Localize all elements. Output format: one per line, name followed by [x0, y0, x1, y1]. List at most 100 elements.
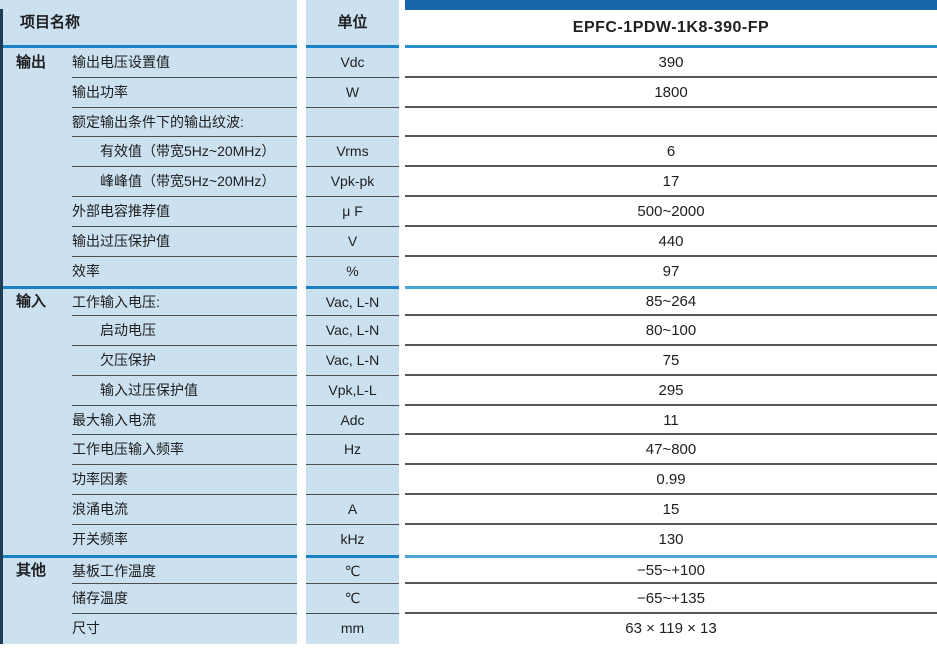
spec-row-unit: Vrms: [306, 137, 399, 168]
group-label: [0, 406, 72, 436]
spec-row-value: 63 × 119 × 13: [405, 614, 937, 644]
spec-row-label: 效率: [0, 257, 297, 287]
spec-row-label: 外部电容推荐值: [0, 197, 297, 227]
spec-label: 工作输入电压:: [72, 289, 297, 317]
group-label: 输出: [16, 54, 47, 71]
unit-cell: Hz: [306, 435, 399, 466]
spec-row-value: 130: [405, 525, 937, 555]
model-value-column: EPFC-1PDW-1K8-390-FP 390 1800 6 17 500~2000 4…: [405, 0, 937, 650]
item-name-header: 项目名称: [0, 0, 297, 48]
group-label: [0, 346, 72, 376]
group-label: [0, 257, 72, 287]
spec-row-value: 80~100: [405, 316, 937, 346]
spec-row-unit: ℃: [306, 584, 399, 615]
spec-row-label: 有效值（带宽5Hz~20MHz）: [0, 137, 297, 168]
unit-rows: Vdc W Vrms Vpk-pk μ F V% Vac, L-N Vac, L-N Vac, …: [306, 48, 399, 644]
spec-label: 尺寸: [72, 620, 100, 637]
group-label: [0, 227, 72, 257]
spec-row-value: 47~800: [405, 435, 937, 466]
spec-label: 有效值（带宽5Hz~20MHz）: [72, 137, 297, 168]
unit-cell: %: [346, 262, 359, 279]
spec-label: 峰峰值（带宽5Hz~20MHz）: [72, 167, 297, 197]
unit-cell: [306, 108, 399, 138]
spec-row-label: 输出过压保护值: [0, 227, 297, 257]
unit-cell: A: [306, 495, 399, 525]
spec-row-value: 440: [405, 227, 937, 257]
spec-row-unit: A: [306, 495, 399, 525]
spec-row-label: 额定输出条件下的输出纹波:: [0, 108, 297, 138]
spec-row-unit: mm: [306, 614, 399, 644]
spec-row-label: 最大输入电流: [0, 406, 297, 436]
unit-cell: μ F: [306, 197, 399, 227]
value-rows: 390 1800 6 17 500~2000 440 97 85~264 80~100 75 295…: [405, 48, 937, 644]
spec-row-value: 15: [405, 495, 937, 525]
spec-row-label: 其他 基板工作温度: [0, 554, 297, 585]
spec-row-label: 开关频率: [0, 525, 297, 555]
spec-label: 输出过压保护值: [72, 227, 297, 257]
spec-row-unit: Vac, L-N: [306, 286, 399, 317]
unit-header: 单位: [306, 0, 399, 48]
group-label: [0, 495, 72, 525]
item-rows: 输出 输出电压设置值 输出功率 额定输出条件下的输出纹波: 有效值（带宽5Hz~20MH…: [0, 48, 297, 644]
spec-row-unit: Vac, L-N: [306, 346, 399, 376]
group-label: [0, 584, 72, 614]
value-cell: 80~100: [405, 316, 937, 346]
spec-row-label: 浪涌电流: [0, 495, 297, 525]
value-cell: 97: [662, 262, 680, 280]
spec-label: 储存温度: [72, 584, 297, 615]
spec-row-label: 工作电压输入频率: [0, 435, 297, 466]
unit-cell: mm: [340, 620, 365, 637]
unit-cell: Vac, L-N: [306, 289, 399, 317]
spec-row-value: 17: [405, 167, 937, 197]
value-cell: 75: [405, 346, 937, 376]
spec-row-value: 97: [405, 257, 937, 287]
unit-cell: ℃: [306, 584, 399, 615]
group-label: [0, 316, 72, 346]
spec-label: 输入过压保护值: [72, 376, 297, 406]
spec-label: 效率: [72, 262, 100, 279]
dark-blue-top-bar: [405, 0, 937, 10]
spec-row-unit: Vac, L-N: [306, 316, 399, 346]
spec-label: 欠压保护: [72, 346, 297, 376]
spec-label: 额定输出条件下的输出纹波:: [72, 108, 297, 138]
spec-label: 最大输入电流: [72, 406, 297, 436]
spec-row-unit: Adc: [306, 406, 399, 436]
group-label: [0, 167, 72, 197]
spec-label: 输出功率: [72, 78, 297, 108]
unit-cell: Vrms: [306, 137, 399, 168]
value-cell: 1800: [405, 78, 937, 108]
left-edge-strip: [0, 9, 3, 644]
value-cell: 390: [405, 48, 937, 78]
value-cell: 47~800: [405, 435, 937, 466]
group-label: [0, 108, 72, 138]
spec-row-value: −65~+135: [405, 584, 937, 615]
group-label: 其他: [16, 561, 47, 579]
spec-row-unit: W: [306, 78, 399, 108]
spec-row-value: 6: [405, 137, 937, 168]
spec-label: 启动电压: [72, 316, 297, 346]
value-cell: 440: [405, 227, 937, 257]
spec-row-label: 尺寸: [0, 614, 297, 644]
spec-row-label: 储存温度: [0, 584, 297, 615]
group-label: [0, 435, 72, 465]
spec-label: 功率因素: [72, 465, 297, 495]
model-header: EPFC-1PDW-1K8-390-FP: [405, 10, 937, 48]
value-cell: 85~264: [405, 289, 937, 317]
value-cell: 130: [658, 530, 684, 548]
group-label: [0, 465, 72, 495]
spec-label: 工作电压输入频率: [72, 435, 297, 466]
unit-cell: Vpk-pk: [306, 167, 399, 197]
group-label: [0, 78, 72, 108]
unit-cell: W: [306, 78, 399, 108]
spec-row-value: 1800: [405, 78, 937, 108]
spec-row-unit: [306, 465, 399, 495]
unit-cell: Vdc: [306, 48, 399, 78]
spec-row-unit: Vdc: [306, 48, 399, 78]
value-cell: −55~+100: [405, 558, 937, 585]
unit-cell: Adc: [306, 406, 399, 436]
value-cell: 0.99: [405, 465, 937, 495]
spec-row-unit: V: [306, 227, 399, 257]
unit-cell: kHz: [340, 530, 365, 547]
spec-row-value: 0.99: [405, 465, 937, 495]
